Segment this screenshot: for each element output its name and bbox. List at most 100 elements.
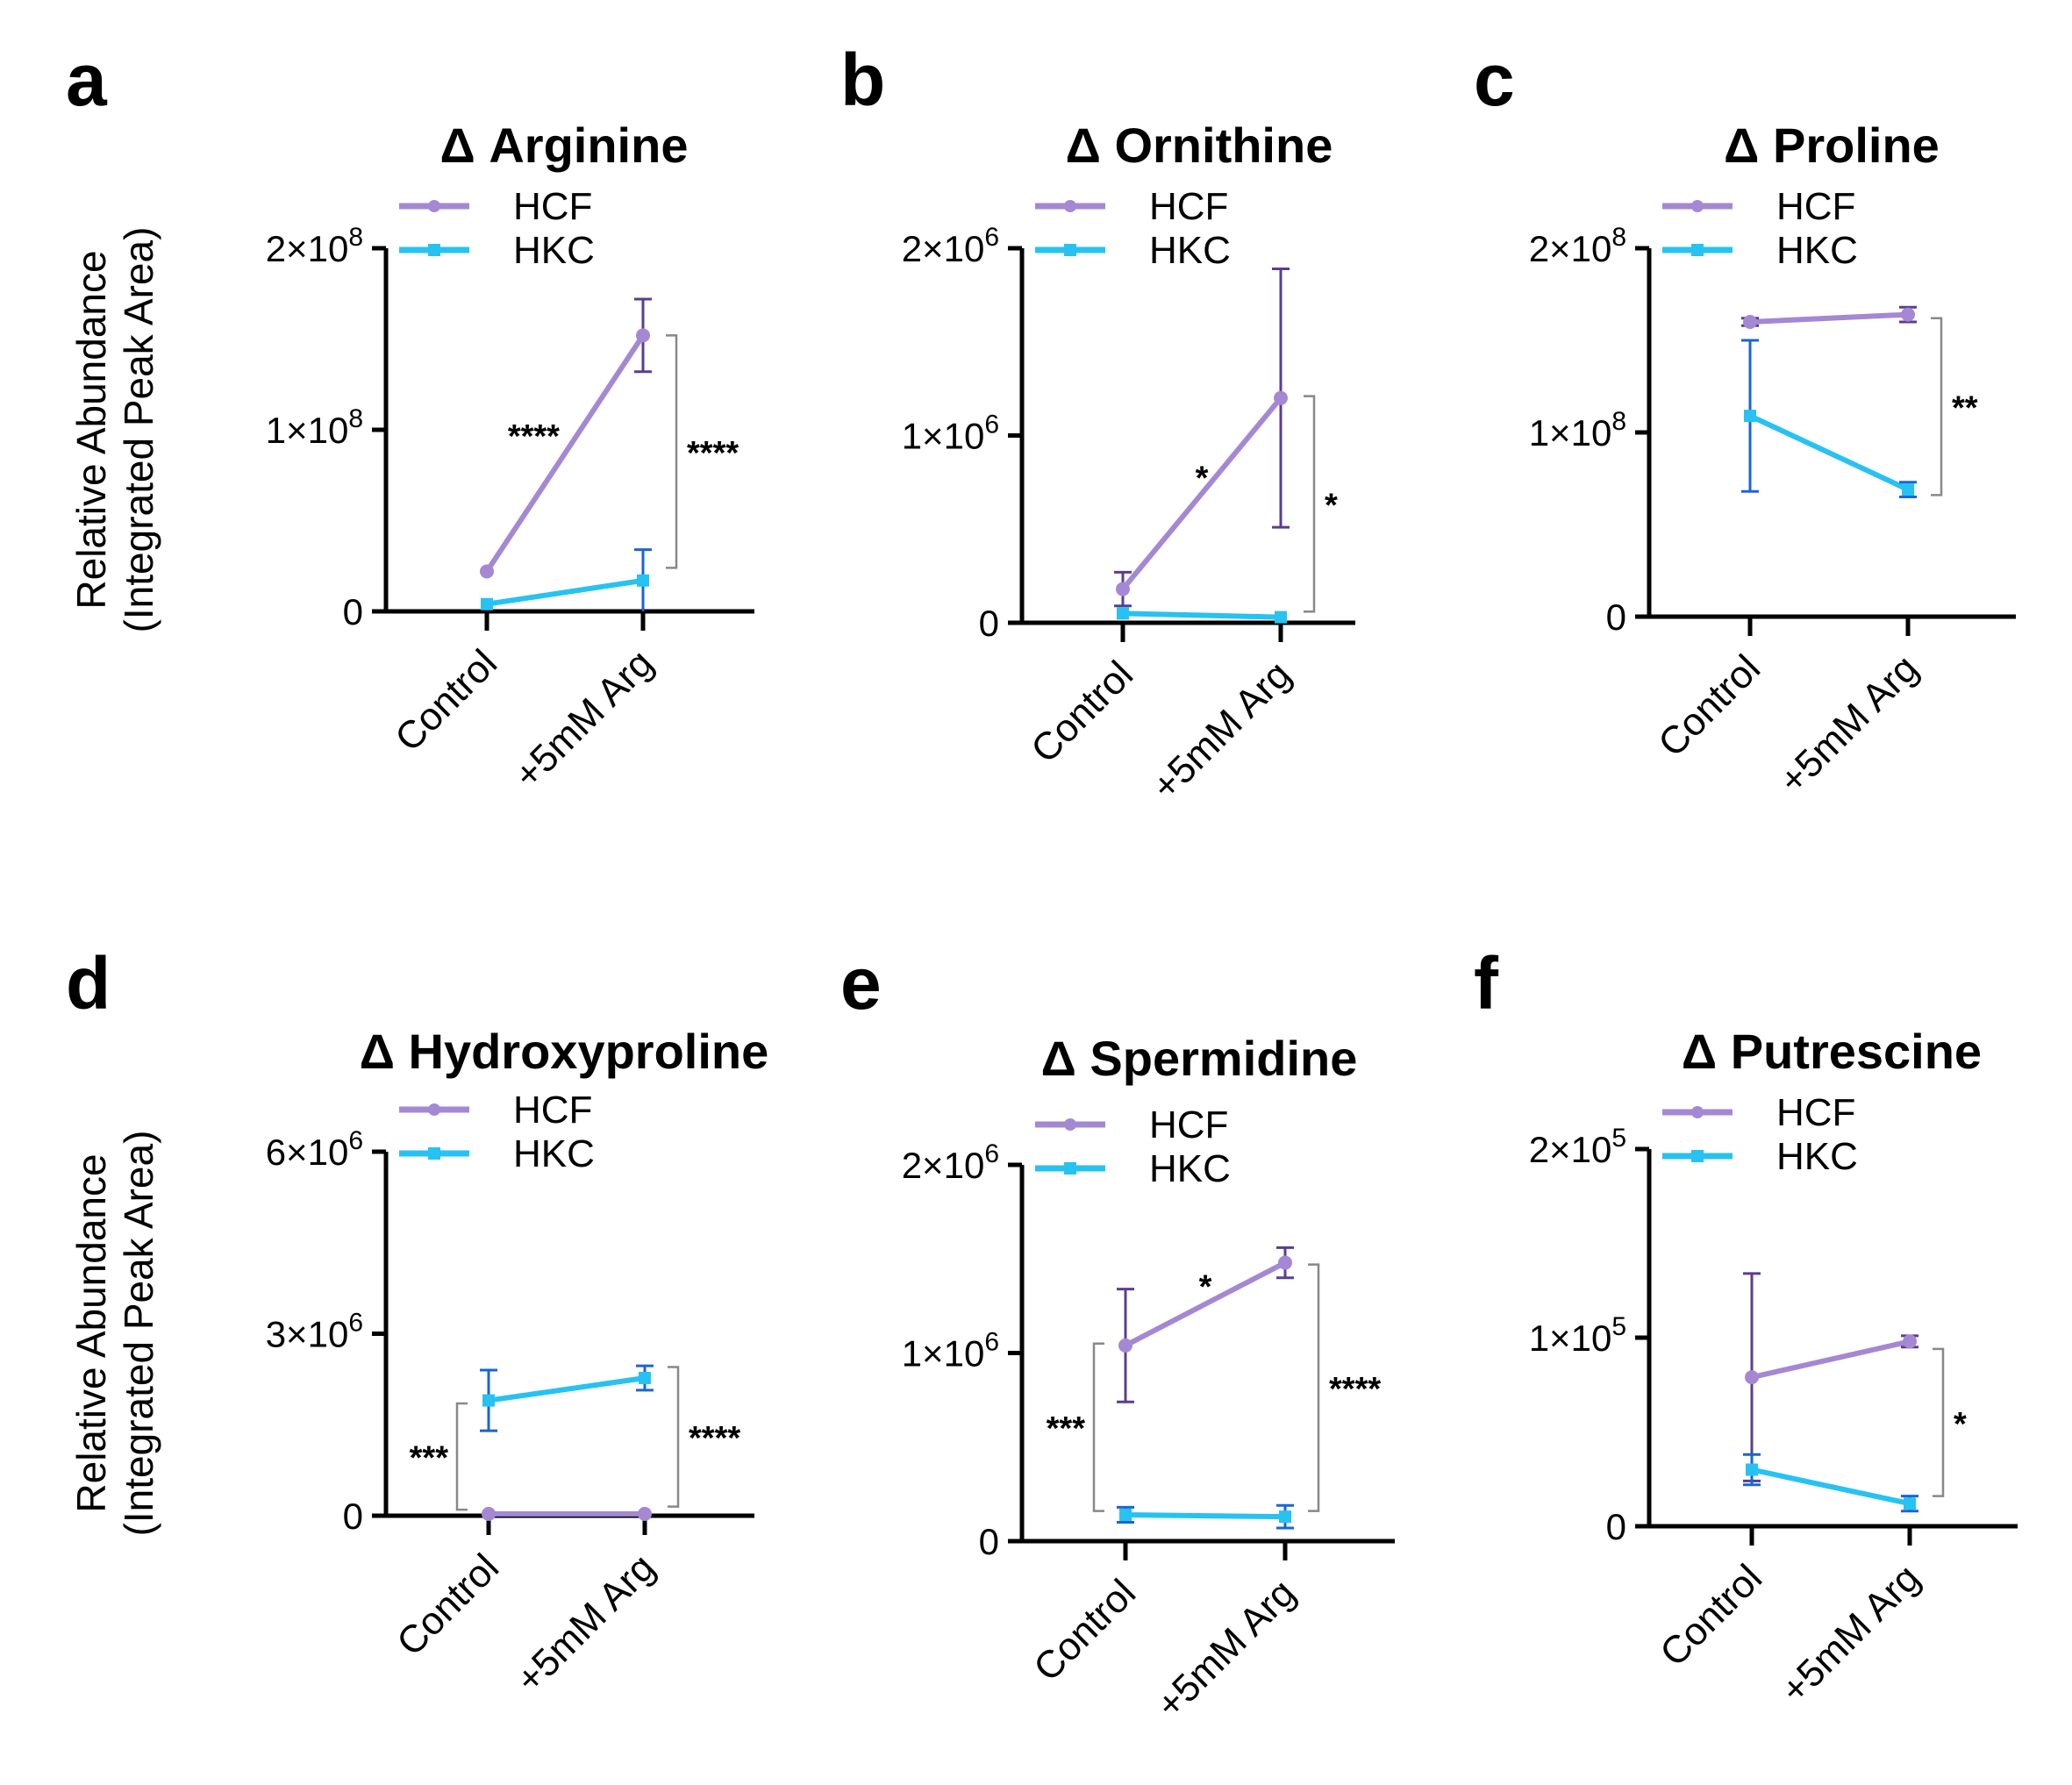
chart-title-f: Δ Putrescine [1682, 1024, 1982, 1079]
legend-entry-e-hkc: HKC [1035, 1147, 1231, 1190]
y-tick-label-c-1: 1×108 [1529, 407, 1626, 453]
y-axis-label-top: Relative Abundance (Integrated Peak Area… [68, 227, 161, 633]
legend-entry-f-hcf: HCF [1662, 1091, 1855, 1134]
legend-entry-a-hkc: HKC [399, 229, 595, 272]
significance-label: **** [687, 435, 739, 472]
panel-letter-c: c [1474, 39, 1515, 121]
y-tick-label-e-0: 0 [979, 1521, 999, 1562]
significance-bracket [668, 1366, 680, 1508]
legend-label: HKC [513, 229, 595, 272]
chart-title-b: Δ Ornithine [1066, 118, 1333, 173]
data-point [482, 1506, 496, 1521]
legend-entry-d-hkc: HKC [399, 1132, 595, 1175]
y-tick-label-b-0: 0 [979, 603, 999, 644]
significance-a-0: **** [508, 418, 560, 455]
series-line [488, 1375, 646, 1403]
panel-letter-a: a [66, 39, 108, 121]
y-tick-label-a-0: 0 [343, 591, 363, 632]
y-tick-label-a-2: 2×108 [266, 223, 363, 269]
significance-bracket [1308, 1263, 1320, 1512]
series-c-hkc [1741, 339, 1917, 498]
x-tick-label-b-1: +5mM Arg [1144, 653, 1299, 808]
legend-marker [428, 200, 440, 212]
data-point [1279, 1510, 1291, 1524]
data-point [637, 574, 649, 587]
significance-a-1: **** [666, 334, 739, 569]
series-line [1751, 1467, 1911, 1507]
legend-label: HCF [1149, 185, 1228, 228]
data-point [638, 1506, 652, 1521]
significance-label: *** [410, 1440, 449, 1477]
legend-marker [1064, 200, 1076, 212]
y-tick-label-f-2: 2×105 [1529, 1124, 1626, 1170]
significance-label: * [1954, 1406, 1967, 1443]
y-tick-label-b-1: 1×106 [902, 411, 999, 457]
legend-marker [1691, 1150, 1704, 1162]
data-point [1901, 307, 1915, 322]
series-line [1120, 396, 1283, 591]
x-tick-label-b-0: Control [1023, 653, 1141, 771]
significance-label: * [1325, 487, 1338, 524]
series-d-hcf [482, 1506, 652, 1521]
legend-label: HKC [1149, 1147, 1231, 1190]
y-tick-label-f-1: 1×105 [1529, 1312, 1626, 1359]
significance-bracket [455, 1402, 468, 1511]
series-line [1749, 311, 1909, 325]
x-tick-label-c-1: +5mM Arg [1771, 646, 1926, 802]
x-tick-label-f-0: Control [1652, 1556, 1770, 1674]
legend-marker [1691, 200, 1704, 212]
y-tick-label-a-1: 1×108 [266, 404, 363, 451]
data-point [482, 1394, 495, 1407]
significance-e-0: * [1199, 1268, 1212, 1305]
significance-bracket [1933, 1347, 1945, 1497]
data-point [1116, 582, 1130, 596]
significance-d-0: *** [410, 1402, 468, 1511]
series-line [484, 333, 646, 574]
legend-label: HCF [1776, 185, 1855, 228]
x-tick-label-e-1: +5mM Arg [1148, 1571, 1304, 1726]
chart-title-c: Δ Proline [1724, 118, 1940, 173]
data-point [1746, 1463, 1758, 1476]
series-c-hcf [1741, 305, 1917, 329]
data-point [1745, 1370, 1759, 1385]
legend-label: HCF [513, 185, 592, 228]
legend-label: HKC [1149, 229, 1231, 272]
x-tick-label-a-0: Control [387, 641, 505, 760]
series-line [1748, 413, 1910, 492]
series-line [1124, 1260, 1287, 1348]
legend-entry-b-hkc: HKC [1035, 229, 1231, 272]
y-tick-label-d-2: 6×106 [266, 1126, 363, 1173]
legend-entry-b-hcf: HCF [1035, 185, 1228, 228]
legend-marker [428, 1147, 440, 1160]
significance-label: ** [1952, 390, 1978, 427]
data-point [480, 564, 494, 579]
significance-label: * [1199, 1268, 1212, 1305]
significance-b-1: * [1304, 395, 1338, 613]
data-point [1117, 607, 1129, 620]
significance-e-2: **** [1308, 1263, 1381, 1512]
legend-label: HKC [1776, 229, 1858, 272]
legend-marker [428, 1103, 440, 1116]
legend-marker [428, 244, 440, 256]
data-point [1275, 610, 1287, 624]
data-point [1119, 1508, 1132, 1521]
series-b-hcf [1114, 267, 1290, 608]
significance-d-1: **** [668, 1366, 740, 1508]
data-point [1274, 390, 1288, 405]
x-tick-label-d-1: +5mM Arg [508, 1546, 663, 1701]
legend-entry-c-hcf: HCF [1662, 185, 1855, 228]
chart-title-a: Δ Arginine [440, 118, 689, 173]
y-axis-label-bottom-line2: (Integrated Peak Area) [116, 1131, 161, 1537]
significance-f-0: * [1933, 1347, 1967, 1497]
legend-entry-c-hkc: HKC [1662, 229, 1858, 272]
significance-b-0: * [1196, 460, 1209, 496]
series-d-hkc [480, 1364, 654, 1432]
series-a-hkc [481, 548, 652, 611]
